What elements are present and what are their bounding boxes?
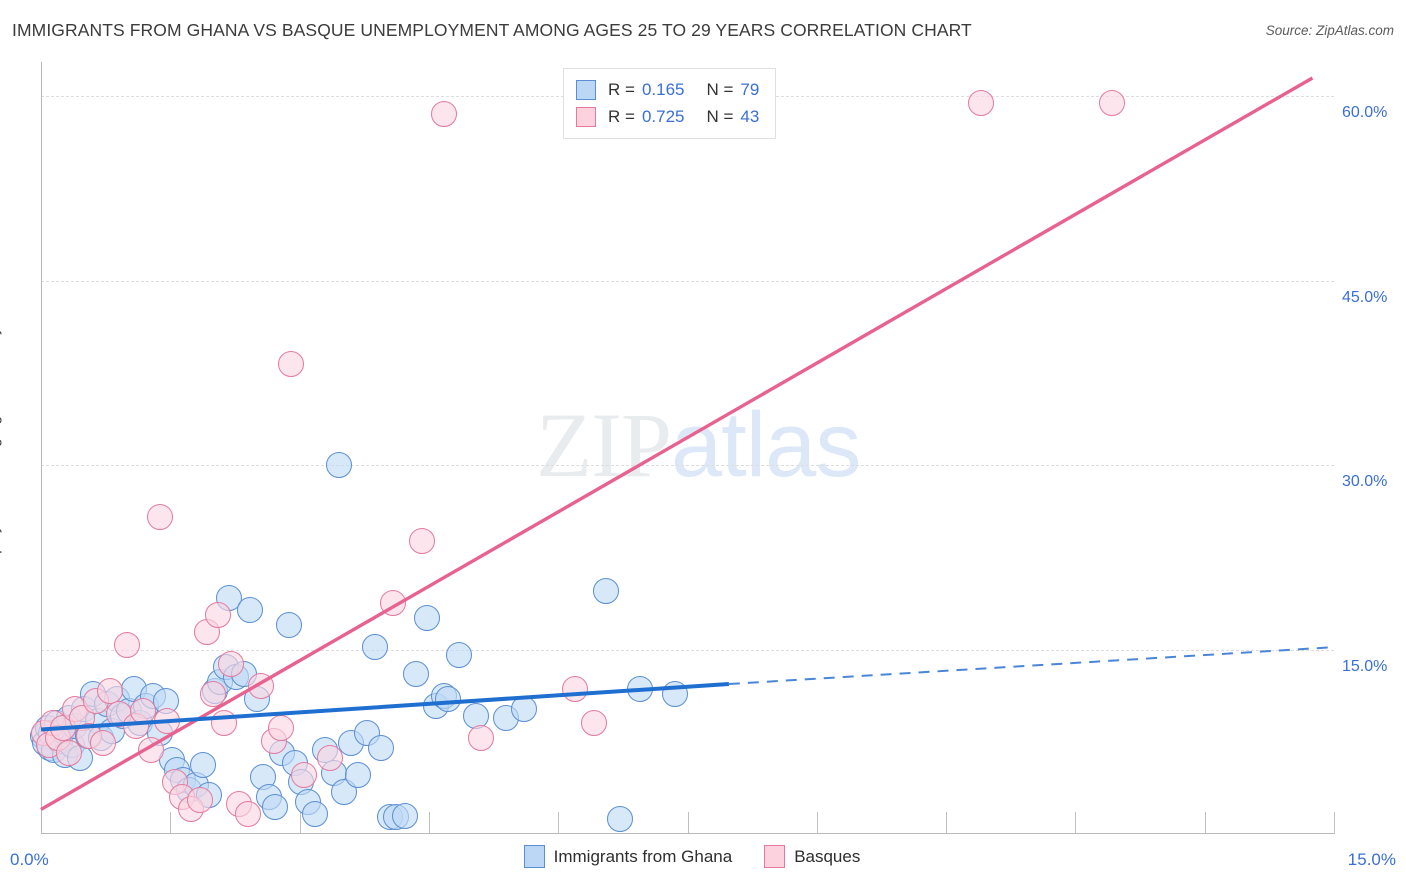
- stats-row: R = 0.165 N = 79: [576, 76, 759, 103]
- page-title: IMMIGRANTS FROM GHANA VS BASQUE UNEMPLOY…: [12, 20, 972, 40]
- legend-label-ghana: Immigrants from Ghana: [553, 846, 733, 866]
- scatter-point-basques[interactable]: [467, 725, 494, 752]
- scatter-point-basques[interactable]: [431, 100, 458, 127]
- r-value-ghana: 0.165: [641, 79, 685, 99]
- scatter-point-ghana[interactable]: [262, 793, 289, 820]
- scatter-point-ghana[interactable]: [302, 801, 329, 828]
- y-axis-tick-label: 30.0%: [1342, 473, 1388, 491]
- scatter-point-ghana[interactable]: [414, 604, 441, 631]
- scatter-point-ghana[interactable]: [446, 641, 473, 668]
- scatter-point-basques[interactable]: [562, 675, 589, 702]
- y-axis-tick-label: 15.0%: [1342, 657, 1388, 675]
- scatter-point-ghana[interactable]: [345, 761, 372, 788]
- x-axis-max-label: 15.0%: [1347, 850, 1396, 869]
- scatter-point-basques[interactable]: [277, 351, 304, 378]
- scatter-point-basques[interactable]: [204, 602, 231, 629]
- legend-color-box-basques: [764, 845, 786, 868]
- gridline: [41, 649, 1334, 651]
- scatter-point-basques[interactable]: [146, 503, 173, 530]
- plot-area: ZIPatlas 15.0% 30.0% 45.0% 60.0%: [29, 62, 1387, 834]
- scatter-point-ghana[interactable]: [368, 734, 395, 761]
- scatter-point-basques[interactable]: [290, 761, 317, 788]
- scatter-point-basques[interactable]: [200, 680, 227, 707]
- scatter-point-basques[interactable]: [1098, 89, 1125, 116]
- x-axis-tick: [1334, 812, 1335, 834]
- series-legend: Immigrants from Ghana Basques: [0, 845, 1406, 868]
- scatter-point-ghana[interactable]: [190, 752, 217, 779]
- basques-trend-line: [40, 76, 1314, 811]
- y-axis-title: Unemployment Among Ages 25 to 29 years: [0, 296, 2, 596]
- x-axis-tick: [428, 812, 430, 834]
- scatter-point-ghana[interactable]: [362, 634, 389, 661]
- legend-swatch-ghana: [576, 79, 596, 100]
- scatter-point-ghana[interactable]: [236, 597, 263, 624]
- ghana-trend-line-solid: [40, 682, 730, 732]
- n-label: N =: [706, 79, 734, 99]
- ghana-trend-line-dashed: [728, 646, 1335, 686]
- legend-label-basques: Basques: [794, 846, 861, 866]
- scatter-point-basques[interactable]: [581, 710, 608, 737]
- x-axis-tick: [816, 812, 818, 834]
- scatter-point-basques[interactable]: [90, 730, 117, 757]
- scatter-point-ghana[interactable]: [592, 577, 619, 604]
- scatter-point-basques[interactable]: [217, 651, 244, 678]
- x-axis-tick: [687, 812, 689, 834]
- scatter-point-basques[interactable]: [967, 89, 994, 116]
- r-label: R =: [608, 79, 635, 99]
- scatter-point-basques[interactable]: [316, 744, 343, 771]
- n-label: N =: [706, 106, 734, 126]
- n-value-basques: 43: [740, 106, 760, 126]
- y-axis-line: [41, 62, 42, 834]
- source-label: Source: ZipAtlas.com: [1265, 23, 1394, 38]
- legend-color-box-ghana: [523, 845, 545, 868]
- trend-lines: [40, 76, 1335, 811]
- scatter-point-ghana[interactable]: [607, 806, 634, 833]
- x-axis-tick: [558, 812, 560, 834]
- scatter-point-basques[interactable]: [56, 739, 83, 766]
- scatter-point-ghana[interactable]: [276, 612, 303, 639]
- scatter-point-basques[interactable]: [234, 801, 261, 828]
- scatter-point-basques[interactable]: [114, 631, 141, 658]
- scatter-point-ghana[interactable]: [661, 680, 688, 707]
- scatter-point-basques[interactable]: [267, 715, 294, 742]
- scatter-point-basques[interactable]: [409, 528, 435, 555]
- x-axis-tick: [299, 812, 301, 834]
- x-axis-tick: [1075, 812, 1077, 834]
- scatter-point-basques[interactable]: [96, 678, 123, 705]
- y-axis-tick-label: 45.0%: [1342, 288, 1388, 306]
- r-value-basques: 0.725: [641, 106, 685, 126]
- legend-swatch-basques: [576, 106, 596, 127]
- x-axis-tick: [170, 812, 172, 834]
- x-axis-tick: [946, 812, 948, 834]
- gridline: [41, 465, 1334, 467]
- gridline: [41, 280, 1334, 282]
- x-axis-min-label: 0.0%: [10, 850, 49, 869]
- x-axis-line: [41, 833, 1334, 834]
- n-value-ghana: 79: [740, 79, 760, 99]
- scatter-point-ghana[interactable]: [391, 802, 418, 829]
- scatter-point-basques[interactable]: [210, 710, 237, 737]
- stats-row: R = 0.725 N = 43: [576, 103, 759, 130]
- legend-item-ghana[interactable]: Immigrants from Ghana: [523, 845, 733, 868]
- y-axis-tick-label: 60.0%: [1342, 104, 1388, 122]
- scatter-point-ghana[interactable]: [402, 661, 429, 688]
- scatter-point-ghana[interactable]: [326, 452, 353, 479]
- r-label: R =: [608, 106, 635, 126]
- scatter-point-ghana[interactable]: [434, 685, 461, 712]
- correlation-stats-legend: R = 0.165 N = 79 R = 0.725 N = 43: [563, 68, 777, 139]
- scatter-point-basques[interactable]: [186, 786, 213, 813]
- x-axis-tick: [1204, 812, 1206, 834]
- legend-item-basques[interactable]: Basques: [764, 845, 860, 868]
